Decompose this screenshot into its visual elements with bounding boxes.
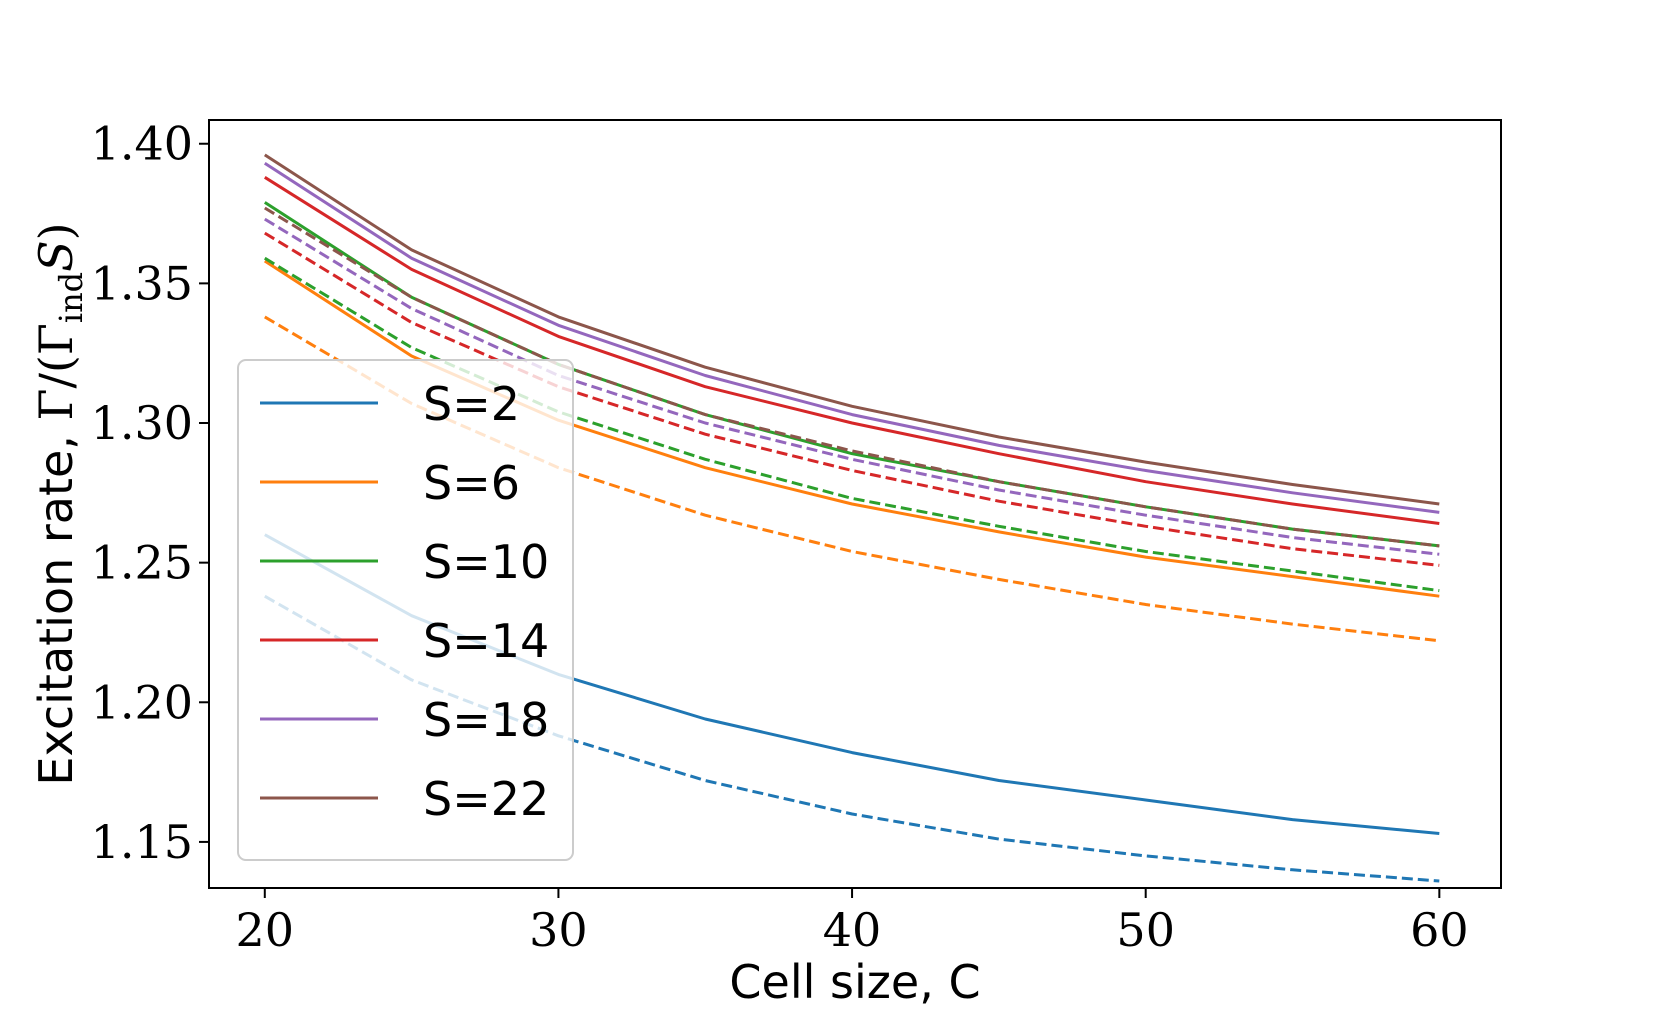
x-axis-ticks: 20 30 40 50 60 [236, 888, 1469, 957]
y-tick-label: 1.30 [91, 396, 193, 450]
y-axis-ticks: 1.15 1.20 1.25 1.30 1.35 1.40 [91, 117, 209, 869]
series-s-14-dashed-line [264, 231, 1440, 567]
y-tick-label: 1.40 [91, 117, 193, 171]
x-tick-label: 30 [529, 903, 588, 957]
legend-label: S=6 [423, 456, 520, 510]
y-axis-label-slash: /(Γ [29, 323, 83, 388]
y-axis-label: Excitation rate, Γ/(ΓindS) [29, 222, 90, 785]
legend-label: S=18 [423, 693, 549, 747]
series-s-2-dashed-line [264, 594, 1440, 883]
series-s-14-solid-line [264, 176, 1440, 525]
x-tick-label: 60 [1410, 903, 1469, 957]
y-tick-label: 1.35 [91, 256, 193, 310]
y-axis-label-gamma: Γ [29, 389, 83, 421]
y-axis-label-prefix: Excitation rate, [29, 420, 83, 785]
legend: S=2 S=6 S=10 S=14 S=18 S=22 [237, 359, 574, 861]
series-s-22-solid-line [263, 153, 1440, 506]
legend-label: S=10 [423, 535, 549, 589]
series-s-6-dashed-line [264, 315, 1440, 643]
x-tick-label: 40 [823, 903, 882, 957]
legend-box [237, 359, 574, 861]
y-axis-label-subscript: ind [52, 272, 90, 323]
x-tick-label: 50 [1116, 903, 1175, 957]
series-s-22-dashed-line [264, 206, 1440, 548]
legend-label: S=14 [423, 614, 549, 668]
y-axis-label-s: S [29, 240, 83, 272]
y-tick-label: 1.20 [91, 675, 193, 729]
legend-label: S=2 [423, 377, 520, 431]
y-tick-label: 1.25 [91, 536, 193, 590]
series-s-18-solid-line [263, 162, 1440, 514]
x-tick-label: 20 [236, 903, 295, 957]
series-s-18-dashed-line [264, 217, 1440, 556]
x-axis-label: Cell size, C [729, 955, 980, 1009]
plot-frame [208, 119, 1502, 889]
legend-label: S=22 [423, 772, 549, 826]
y-tick-label: 1.15 [91, 815, 193, 869]
y-axis-label-close: ) [29, 222, 83, 240]
